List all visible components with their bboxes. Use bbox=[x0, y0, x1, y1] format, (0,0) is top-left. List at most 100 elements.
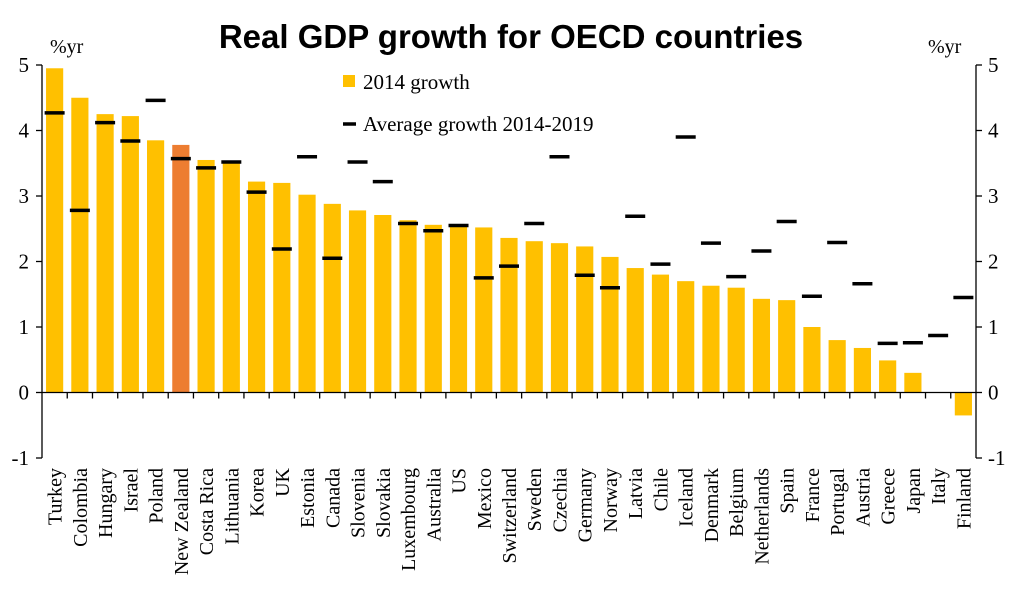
category-label: Luxembourg bbox=[398, 468, 420, 571]
category-label: Chile bbox=[650, 468, 672, 511]
bar-hungary bbox=[96, 114, 114, 393]
category-label: US bbox=[449, 468, 471, 494]
bar-israel bbox=[121, 116, 139, 393]
bar-finland bbox=[954, 392, 972, 416]
category-label: Denmark bbox=[701, 468, 723, 542]
bar-chile bbox=[651, 274, 670, 393]
category-label: New Zealand bbox=[171, 468, 193, 575]
category-labels: Turkey Colombia Hungary Israel Poland New Zea… bbox=[45, 467, 976, 575]
category-label: Israel bbox=[120, 468, 142, 513]
bar-estonia bbox=[298, 194, 316, 393]
right-tick-label: 2 bbox=[988, 250, 999, 274]
bar-japan bbox=[904, 372, 922, 393]
bar-luxembourg bbox=[399, 220, 417, 393]
left-tick-labels: -1 0 1 2 3 4 5 bbox=[12, 53, 42, 470]
bar-costa-rica bbox=[197, 159, 215, 393]
category-label: Mexico bbox=[474, 468, 496, 529]
bar-iceland bbox=[677, 281, 695, 393]
category-label: Estonia bbox=[297, 468, 319, 528]
left-tick-label: 5 bbox=[19, 53, 30, 77]
right-tick-label: 1 bbox=[988, 315, 999, 339]
left-tick-label: -1 bbox=[12, 446, 30, 470]
bar-austria bbox=[853, 347, 871, 393]
left-tick-label: 3 bbox=[19, 184, 30, 208]
right-axis-unit: %yr bbox=[928, 36, 962, 58]
left-tick-label: 2 bbox=[19, 250, 30, 274]
category-label: Turkey bbox=[45, 468, 67, 525]
category-label: Australia bbox=[423, 468, 445, 541]
category-label: France bbox=[802, 468, 824, 523]
legend-bar-swatch bbox=[343, 75, 355, 87]
bar-portugal bbox=[828, 340, 846, 393]
category-label: Finland bbox=[953, 468, 975, 529]
bar-greece bbox=[879, 360, 897, 393]
category-label: Netherlands bbox=[751, 468, 773, 565]
bar-new-zealand bbox=[172, 144, 190, 393]
category-label: Hungary bbox=[95, 468, 117, 538]
right-tick-label: 3 bbox=[988, 184, 999, 208]
bar-belgium bbox=[727, 287, 745, 393]
category-label: Italy bbox=[928, 468, 950, 505]
bar-switzerland bbox=[500, 237, 518, 393]
bar-poland bbox=[147, 140, 165, 393]
bar-norway bbox=[601, 256, 619, 393]
category-label: Latvia bbox=[625, 468, 647, 519]
category-label: Slovakia bbox=[373, 468, 395, 538]
legend: 2014 growth Average growth 2014-2019 bbox=[343, 70, 594, 136]
category-label: Canada bbox=[322, 468, 344, 528]
category-label: Czechia bbox=[549, 468, 571, 533]
legend-dash-label: Average growth 2014-2019 bbox=[363, 112, 594, 136]
bar-netherlands bbox=[752, 298, 771, 393]
left-tick-label: 0 bbox=[19, 381, 30, 405]
bar-germany bbox=[576, 246, 594, 393]
category-label: Portugal bbox=[827, 468, 849, 536]
bar-slovenia bbox=[348, 210, 367, 393]
bar-uk bbox=[273, 182, 291, 393]
category-label: Colombia bbox=[70, 468, 92, 547]
category-label: Spain bbox=[777, 468, 799, 514]
category-label: Slovenia bbox=[348, 468, 370, 538]
category-label: Costa Rica bbox=[196, 468, 218, 555]
left-axis-unit: %yr bbox=[50, 36, 84, 58]
category-label: Poland bbox=[146, 468, 168, 524]
right-tick-label: 0 bbox=[988, 381, 999, 405]
bar-canada bbox=[323, 203, 341, 393]
bar-series bbox=[46, 68, 972, 416]
bar-latvia bbox=[626, 268, 644, 393]
category-label: Switzerland bbox=[499, 468, 521, 564]
bar-sweden bbox=[525, 241, 543, 393]
category-label: Korea bbox=[247, 468, 269, 517]
bar-mexico bbox=[475, 227, 493, 393]
average-series bbox=[44, 98, 974, 346]
bar-korea bbox=[247, 181, 266, 393]
bar-turkey bbox=[46, 68, 64, 393]
bar-australia bbox=[424, 224, 442, 393]
right-tick-label: 4 bbox=[988, 119, 999, 143]
bar-us bbox=[449, 225, 468, 393]
category-label: Norway bbox=[600, 468, 622, 532]
category-label: Germany bbox=[575, 468, 597, 542]
bar-spain bbox=[778, 300, 796, 393]
bar-colombia bbox=[71, 97, 89, 393]
x-tick-marks bbox=[66, 392, 952, 399]
right-tick-label: 5 bbox=[988, 53, 999, 77]
bar-lithuania bbox=[222, 161, 240, 393]
category-label: UK bbox=[272, 467, 294, 496]
legend-bar-label: 2014 growth bbox=[363, 70, 470, 94]
bar-czechia bbox=[550, 243, 569, 393]
bar-denmark bbox=[702, 285, 720, 393]
right-tick-labels: -1 0 1 2 3 4 5 bbox=[976, 53, 1006, 470]
left-tick-label: 4 bbox=[19, 119, 30, 143]
bar-slovakia bbox=[374, 214, 392, 393]
category-label: Sweden bbox=[524, 468, 546, 531]
category-label: Greece bbox=[878, 468, 900, 525]
chart-title: Real GDP growth for OECD countries bbox=[219, 18, 803, 55]
category-label: Belgium bbox=[726, 468, 748, 537]
category-label: Iceland bbox=[676, 468, 698, 527]
category-label: Japan bbox=[903, 468, 925, 514]
right-tick-label: -1 bbox=[988, 446, 1006, 470]
category-label: Austria bbox=[852, 468, 874, 527]
left-tick-label: 1 bbox=[19, 315, 30, 339]
bar-france bbox=[803, 327, 821, 393]
